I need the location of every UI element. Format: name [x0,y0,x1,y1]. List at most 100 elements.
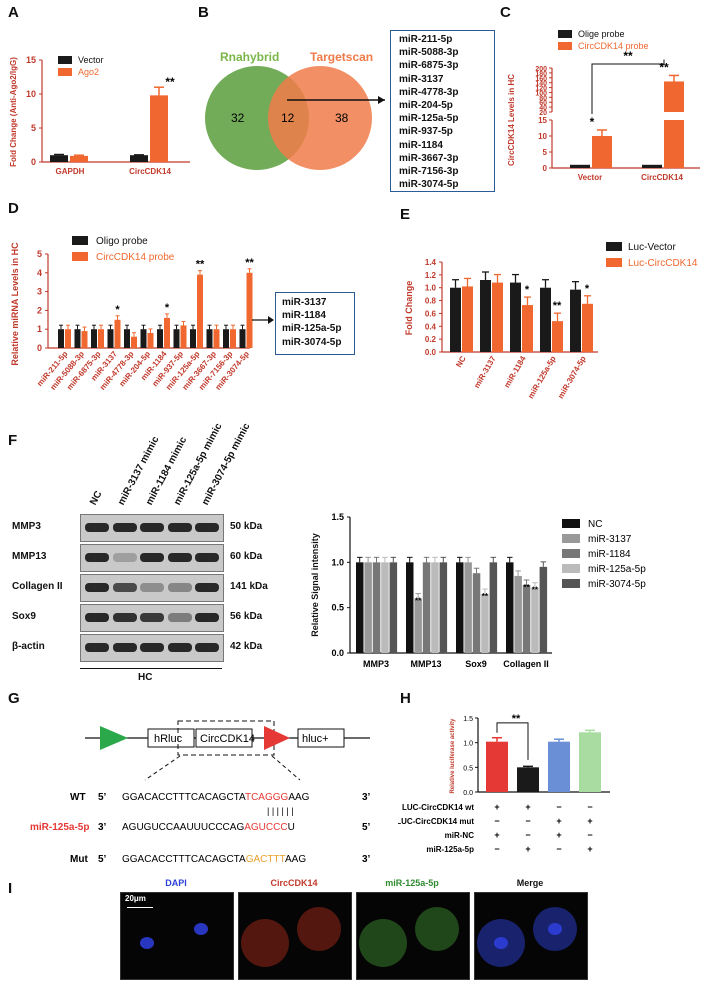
bar-miR-4778-3p-CircCDK14 probe [131,336,137,348]
bar-miR-3137-Oligo probe [107,329,114,348]
y-tick-label: 0.8 [425,297,437,306]
micrograph-circcdk14 [238,892,352,980]
bar-MMP3-miR-3137 [364,562,372,653]
terminator-arrow-icon [264,726,290,750]
panel-label-d: D [8,200,19,217]
blot-band [140,613,164,622]
condition-label: miR-NC [445,831,475,840]
y-tick-label: 40 [539,105,547,112]
y-axis-label: Relative miRNA Levels in HC [10,242,20,366]
x-tick-label: miR-125a-5p [526,354,558,400]
bar-miR-4778-3p-Oligo probe [124,329,130,348]
significance-star: * [585,283,590,295]
mirna-list-item: miR-6875-3p [399,60,459,72]
legend-swatch [562,519,580,528]
bar-Sox9-miR-1184 [472,573,481,653]
condition-label: LUC-CircCDK14 wt [402,803,474,812]
legend-swatch [606,242,622,251]
promoter-arrow-icon [100,726,128,750]
legend-swatch [606,258,622,267]
y-tick-label: 0.2 [425,335,437,344]
condition-sign: + [525,802,530,812]
legend-label: CircCDK14 probe [96,252,175,263]
y-tick-label: 0.0 [331,648,344,658]
bar-Sox9-miR-3074-5p [489,562,498,653]
legend-swatch [558,30,572,38]
bracket [591,59,665,114]
band-kda: 141 kDa [230,581,268,592]
panel-label-c: C [500,4,511,21]
bar-Collagen II-miR-3074-5p [539,566,548,653]
mirna-list-item: miR-3667-3p [399,152,459,164]
blot-band [167,523,192,532]
mirna-list-item: miR-3074-5p [399,179,459,191]
bar-2 [517,767,539,792]
panel-label-f: F [8,432,18,449]
panel-f-blot: NC miR-3137 mimic miR-1184 mimic miR-125a-5… [0,422,300,683]
bar-miR-125a-5p-CircCDK14 probe [197,274,203,348]
legend-label: Oligo probe [96,236,148,247]
legend-swatch [562,549,580,558]
blot-band [167,613,192,622]
condition-sign: − [556,802,561,812]
panel-e-chart: 0.0 0.2 0.4 0.6 0.8 1.0 1.2 1.4 Fold Change NC miR… [404,242,698,400]
y-axis-label: Relative Signal intensity [310,533,320,637]
y-tick-label: 140 [535,81,547,88]
blot-strip [80,544,224,572]
blot-band [195,643,219,652]
mirna-list-item: miR-4778-3p [399,86,459,98]
band-label: MMP3 [12,521,41,532]
y-tick-label: 1.0 [463,741,473,748]
svg-text:5’: 5’ [98,854,107,865]
y-tick-label: 60 [539,100,547,107]
band-label: MMP13 [12,551,47,562]
y-tick-label: 10 [538,132,547,141]
y-tick-label: 15 [538,116,547,125]
condition-sign: + [494,802,499,812]
bar-CircCDK14-Vector [130,155,148,162]
mirna-list-item: miR-3137 [399,73,444,85]
condition-label: LUC-CircCDK14 mut [398,817,474,826]
x-tick-label: Collagen II [503,659,549,669]
blot-band [140,553,164,562]
condition-sign: − [494,844,499,854]
y-tick-label: 20 [539,110,547,117]
significance-star: ** [482,592,489,601]
y-tick-label: 80 [539,95,547,102]
scale-bar [127,907,153,908]
y-tick-label: 0.5 [331,603,344,613]
mirna-list-item: miR-1184 [399,139,443,151]
bar-MMP13-miR-1184 [422,562,431,653]
y-tick-label: 0.0 [463,790,473,797]
legend-swatch [562,564,580,573]
blot-strip [80,604,224,632]
significance-star: ** [196,259,205,271]
bar-Sox9-miR-3137 [464,562,472,653]
micro-title: miR-125a-5p [385,878,439,888]
band-kda: 50 kDa [230,521,263,532]
panel-label-g: G [8,690,20,707]
y-tick-label: 3 [37,287,42,297]
bar-miR-125a-5p-Luc-Vector [540,287,551,352]
bar-miR-3074-5p-Oligo probe [239,329,246,348]
venn-overlap-count: 12 [281,111,295,125]
x-tick-label: miR-1184 [502,354,528,389]
legend-label: Luc-CircCDK14 [628,258,698,269]
y-tick-label: 0.0 [425,348,437,357]
y-tick-label: 4 [37,268,42,278]
venn-left-label: Rnahybrid [220,50,279,64]
lane-label: NC [88,489,105,508]
bar-3 [548,741,570,792]
panel-a-chart: 0 5 10 15 Fold Change (Anti-Ago2/IgG) GAPDH Ci… [9,55,190,176]
bar-miR-125a-5p-Luc-CircCDK14 [552,321,563,352]
bar-miR-937-5p-Oligo probe [173,329,180,348]
y-tick-label: 1 [37,324,42,334]
band-label: β-actin [12,641,45,652]
blot-band [85,613,109,622]
y-tick-label: 1.5 [463,716,473,723]
x-tick-label: NC [454,354,468,369]
significance-star: ** [165,75,175,89]
condition-sign: + [587,816,592,826]
selected-mirna-item: miR-3137 [282,297,327,308]
mirna-list-item: miR-211-5p [399,34,453,45]
